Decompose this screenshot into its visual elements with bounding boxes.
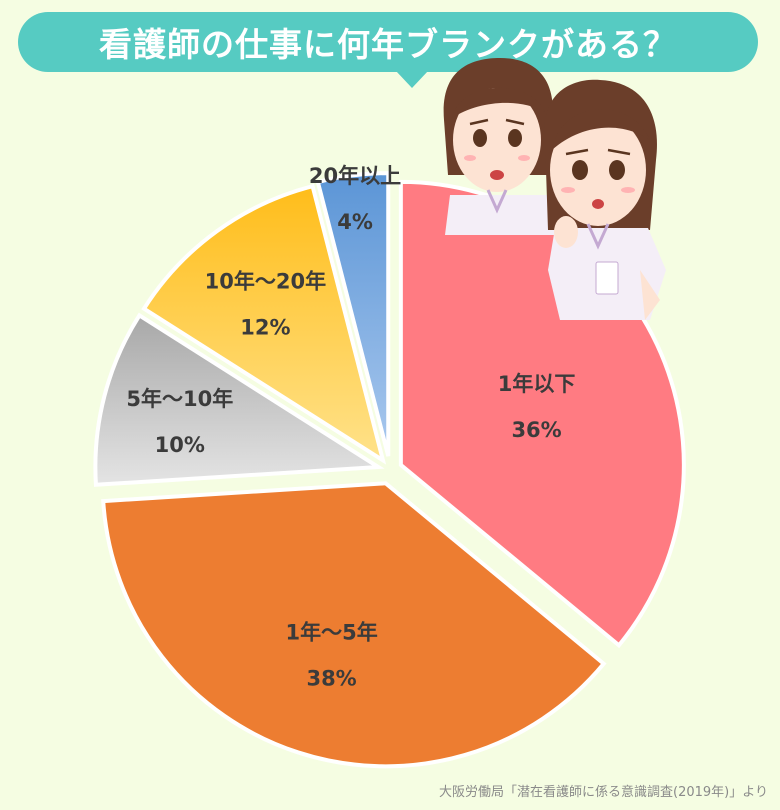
slice-category-label: 10年～20年	[205, 269, 326, 293]
source-note: 大阪労働局「潜在看護師に係る意識調査(2019年)」より	[439, 785, 768, 800]
nurse-front-figure	[544, 79, 666, 320]
slice-value-label: 4%	[337, 210, 373, 234]
slice-category-label: 1年～5年	[285, 621, 377, 645]
pie-slice-5	[315, 171, 391, 457]
nurse-illustration	[443, 58, 666, 320]
slice-value-label: 38%	[306, 667, 356, 691]
slice-category-label: 5年～10年	[126, 387, 233, 411]
slice-category-label: 1年以下	[498, 372, 576, 396]
slice-value-label: 12%	[240, 315, 290, 339]
pie-slice-4	[141, 183, 387, 465]
title-banner: 看護師の仕事に何年ブランクがある？	[18, 12, 758, 88]
pie-slice-3	[93, 312, 385, 487]
nurse-back-figure	[443, 58, 556, 235]
slice-value-label: 36%	[511, 418, 561, 442]
slice-category-label: 20年以上	[309, 164, 401, 188]
page-title: 看護師の仕事に何年ブランクがある？	[99, 25, 677, 64]
pie-slice-2	[101, 481, 607, 769]
slice-value-label: 10%	[155, 433, 205, 457]
